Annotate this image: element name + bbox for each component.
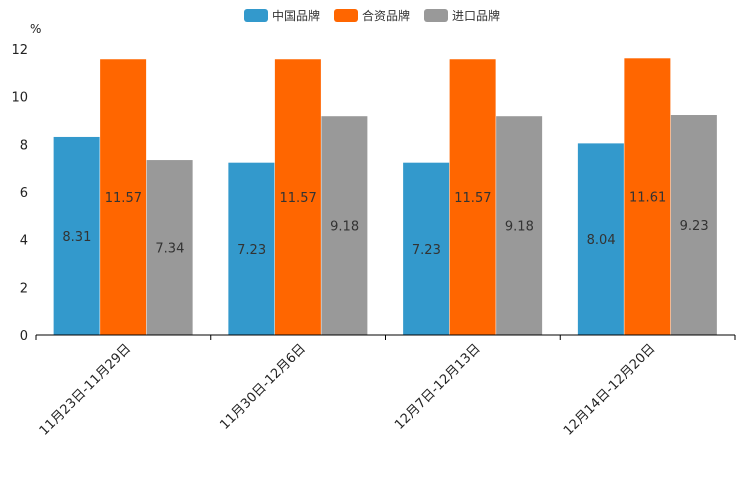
bar[interactable] xyxy=(100,59,147,336)
y-tick-label: 4 xyxy=(20,234,28,249)
y-tick-label: 8 xyxy=(20,138,28,153)
x-tick-label: 11月23日-11月29日 xyxy=(37,341,134,438)
data-labels-group: 8.31 11.57 7.34 7.23 11.57 9.18 7.23 11.57 9.18 8… xyxy=(62,191,708,258)
data-label: 8.31 xyxy=(62,230,91,245)
legend-label-china-brand: 中国品牌 xyxy=(271,9,320,23)
bar[interactable] xyxy=(274,59,321,336)
data-label: 9.18 xyxy=(330,220,359,235)
bar[interactable] xyxy=(146,160,193,335)
y-tick-label: 10 xyxy=(11,91,28,106)
data-label: 7.34 xyxy=(155,242,184,257)
x-tick-label: 12月14日-12月20日 xyxy=(561,341,658,438)
bar[interactable] xyxy=(228,162,275,335)
legend-swatch-jv-brand xyxy=(333,9,358,22)
bar[interactable] xyxy=(403,162,450,335)
legend-label-jv-brand: 合资品牌 xyxy=(361,9,410,23)
y-axis-unit-label: % xyxy=(30,22,41,36)
y-tick-label: 6 xyxy=(20,186,28,201)
data-label: 11.57 xyxy=(454,191,491,206)
x-tick-label: 12月7日-12月13日 xyxy=(392,341,484,433)
bar[interactable] xyxy=(321,116,368,336)
bars-group xyxy=(53,58,717,336)
y-tick-label: 2 xyxy=(20,281,28,296)
y-tick-label: 0 xyxy=(20,329,28,344)
data-label: 7.23 xyxy=(237,243,266,258)
x-axis: 11月23日-11月29日 11月30日-12月6日 12月7日-12月13日 12月… xyxy=(35,334,736,439)
bar[interactable] xyxy=(670,115,717,335)
legend-item-jv-brand[interactable]: 合资品牌 xyxy=(333,7,410,24)
bar[interactable] xyxy=(577,143,624,335)
data-label: 8.04 xyxy=(587,233,616,248)
bar[interactable] xyxy=(449,59,496,336)
legend: 中国品牌 合资品牌 进口品牌 xyxy=(0,7,744,24)
y-tick-label: 12 xyxy=(11,43,28,58)
legend-item-import-brand[interactable]: 进口品牌 xyxy=(424,7,500,24)
y-axis: 0 2 4 6 8 10 12 xyxy=(11,43,28,344)
data-label: 11.57 xyxy=(105,191,142,206)
data-label: 9.23 xyxy=(680,219,709,234)
bar[interactable] xyxy=(53,136,100,335)
legend-swatch-china-brand xyxy=(243,9,268,22)
data-label: 7.23 xyxy=(412,243,441,258)
bar[interactable] xyxy=(496,116,543,336)
data-label: 11.61 xyxy=(629,191,666,206)
x-tick-label: 11月30日-12月6日 xyxy=(217,341,309,433)
legend-label-import-brand: 进口品牌 xyxy=(452,9,501,23)
legend-item-china-brand[interactable]: 中国品牌 xyxy=(243,7,320,24)
legend-swatch-import-brand xyxy=(424,9,448,22)
data-label: 9.18 xyxy=(505,220,534,235)
data-label: 11.57 xyxy=(280,191,317,206)
bar[interactable] xyxy=(624,58,671,336)
